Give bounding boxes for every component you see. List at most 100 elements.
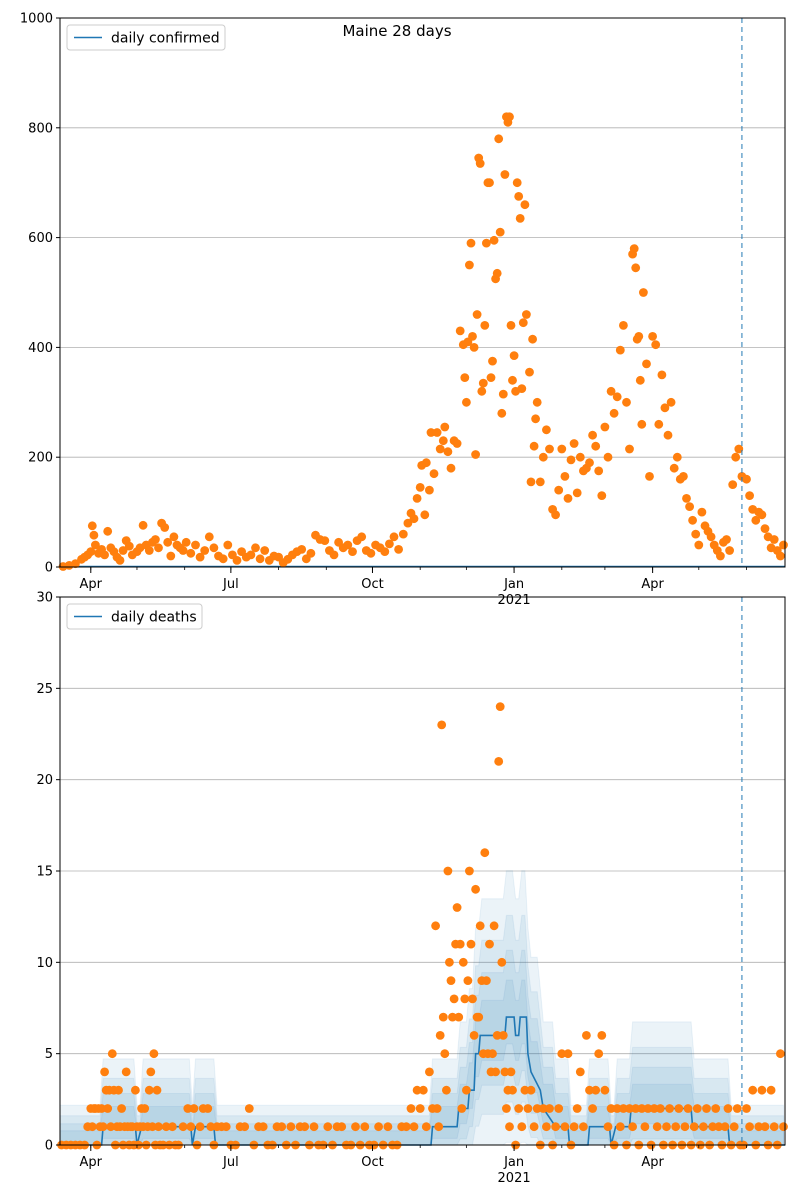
data-point bbox=[240, 1122, 250, 1132]
data-point bbox=[538, 1104, 548, 1113]
y-tick-label: 25 bbox=[36, 682, 53, 697]
data-point bbox=[169, 532, 179, 542]
data-point bbox=[114, 1085, 123, 1095]
data-point bbox=[415, 483, 425, 492]
data-point bbox=[151, 535, 160, 544]
data-point bbox=[692, 1104, 702, 1113]
data-point bbox=[606, 386, 616, 396]
data-point bbox=[615, 1122, 625, 1132]
data-point bbox=[506, 321, 516, 330]
data-point bbox=[742, 474, 751, 484]
data-point bbox=[575, 1067, 585, 1077]
data-point bbox=[277, 1122, 287, 1132]
data-point bbox=[566, 455, 576, 465]
data-point bbox=[360, 1122, 370, 1132]
data-point bbox=[103, 526, 113, 536]
data-point bbox=[357, 532, 367, 542]
data-point bbox=[131, 1085, 140, 1095]
y-tick-label: 400 bbox=[28, 341, 53, 356]
legend-box bbox=[66, 24, 226, 51]
data-point bbox=[722, 535, 731, 544]
data-point bbox=[757, 510, 767, 520]
data-point bbox=[560, 1122, 570, 1132]
data-point bbox=[204, 532, 214, 542]
data-point bbox=[665, 1104, 674, 1113]
data-point bbox=[100, 550, 109, 560]
data-point bbox=[383, 1122, 393, 1132]
data-point bbox=[685, 502, 694, 511]
data-point bbox=[660, 403, 670, 413]
x-tick-label: Apr bbox=[641, 1155, 664, 1170]
data-point bbox=[462, 397, 471, 407]
data-point bbox=[232, 556, 242, 565]
data-point bbox=[654, 419, 664, 429]
data-point bbox=[508, 375, 517, 385]
data-point bbox=[560, 472, 570, 481]
data-point bbox=[89, 530, 99, 540]
data-point bbox=[460, 994, 470, 1004]
data-point bbox=[694, 540, 704, 550]
data-point bbox=[585, 458, 594, 468]
data-point bbox=[748, 1085, 758, 1095]
data-point bbox=[466, 939, 476, 949]
data-point bbox=[494, 134, 504, 144]
data-point bbox=[591, 1085, 601, 1095]
data-point bbox=[648, 332, 657, 341]
data-point bbox=[517, 1122, 527, 1132]
data-point bbox=[221, 1122, 231, 1132]
data-point bbox=[634, 332, 644, 341]
data-point bbox=[409, 514, 419, 524]
data-point bbox=[115, 556, 125, 565]
data-point bbox=[729, 1122, 739, 1132]
data-point bbox=[669, 463, 679, 473]
data-point bbox=[754, 1122, 764, 1132]
data-point bbox=[691, 529, 701, 539]
data-point bbox=[286, 1122, 296, 1132]
data-point bbox=[482, 976, 491, 985]
data-point bbox=[622, 397, 631, 407]
y-tick-label: 10 bbox=[36, 956, 53, 971]
data-point bbox=[734, 444, 744, 454]
legend-box bbox=[66, 603, 203, 630]
data-point bbox=[154, 543, 163, 553]
data-point bbox=[380, 547, 390, 556]
data-point bbox=[144, 546, 154, 555]
data-point bbox=[449, 994, 459, 1004]
data-point bbox=[406, 1104, 416, 1113]
data-point bbox=[374, 1122, 383, 1132]
data-point bbox=[475, 159, 485, 168]
data-point bbox=[443, 866, 453, 876]
data-point bbox=[497, 408, 507, 418]
data-point bbox=[542, 1122, 551, 1132]
data-point bbox=[779, 540, 788, 550]
data-point bbox=[600, 422, 610, 432]
data-point bbox=[403, 518, 413, 528]
data-point bbox=[645, 472, 654, 481]
x-tick-label: Oct bbox=[361, 1155, 383, 1170]
data-point bbox=[495, 702, 505, 711]
data-point bbox=[551, 1122, 560, 1132]
x-year-label: 2021 bbox=[498, 593, 531, 608]
data-point bbox=[711, 1104, 721, 1113]
data-point bbox=[460, 373, 470, 382]
data-point bbox=[498, 1031, 508, 1040]
x-tick-label: Jan bbox=[503, 1155, 524, 1170]
data-point bbox=[457, 1104, 467, 1113]
data-point bbox=[178, 1122, 188, 1132]
data-point bbox=[766, 1085, 776, 1095]
data-point bbox=[463, 976, 473, 985]
data-point bbox=[306, 548, 316, 558]
data-point bbox=[432, 428, 442, 437]
data-point bbox=[348, 547, 357, 556]
data-point bbox=[98, 1122, 108, 1132]
data-point bbox=[200, 546, 210, 555]
data-point bbox=[440, 422, 450, 432]
data-point bbox=[615, 345, 625, 355]
data-point bbox=[600, 1085, 610, 1095]
data-point bbox=[478, 378, 488, 388]
data-point bbox=[488, 356, 497, 366]
data-point bbox=[545, 444, 554, 454]
data-point bbox=[394, 545, 403, 554]
data-point bbox=[480, 848, 490, 858]
data-point bbox=[195, 552, 205, 562]
